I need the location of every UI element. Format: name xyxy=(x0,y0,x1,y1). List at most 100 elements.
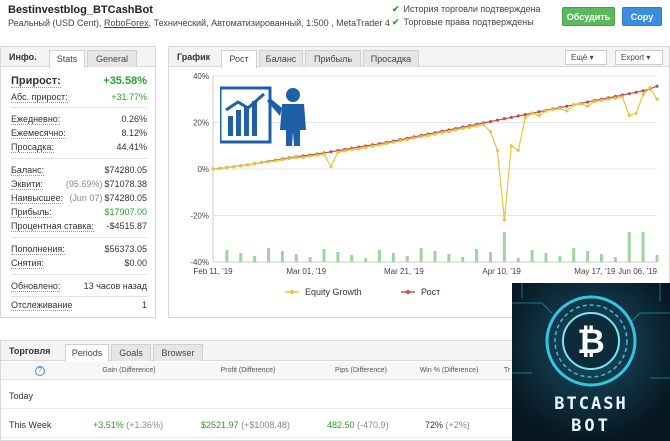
volume-bar xyxy=(613,257,617,262)
data-point xyxy=(426,133,430,138)
periods-table-header: ? Gain (Difference) Profit (Difference) … xyxy=(1,362,670,380)
data-point xyxy=(364,146,368,150)
x-tick-label: Jun 06, '19 xyxy=(618,267,657,276)
broker-link[interactable]: RoboForex xyxy=(104,18,149,28)
data-point xyxy=(273,159,278,163)
account-type: Реальный (USD Cent), xyxy=(8,18,105,28)
pips-cell: 482.50 (-470.9) xyxy=(327,420,389,430)
tab-browser[interactable]: Browser xyxy=(153,344,203,361)
btcash-bot-logo: ₿ BTCASH BOT xyxy=(512,283,670,441)
chart-tab-title: График xyxy=(177,52,211,62)
data-point xyxy=(405,138,409,142)
data-point xyxy=(391,140,395,144)
x-tick-label: Feb 11, '19 xyxy=(193,267,233,276)
volume-bar xyxy=(516,258,520,262)
col-pips[interactable]: Pips (Difference) xyxy=(334,367,387,374)
data-point xyxy=(315,153,319,157)
data-point xyxy=(246,163,250,167)
legend-equity-marker xyxy=(290,290,294,294)
data-point xyxy=(641,93,645,97)
data-point xyxy=(544,109,548,113)
divider xyxy=(11,296,147,297)
legend-growth-marker xyxy=(406,290,410,294)
data-point xyxy=(225,166,229,170)
col-trades[interactable]: Tr xyxy=(503,367,511,374)
volume-bar xyxy=(391,253,395,262)
col-win[interactable]: Win % (Difference) xyxy=(419,367,479,374)
x-tick-label: Mar 21, '19 xyxy=(384,267,424,276)
data-point xyxy=(516,148,520,152)
x-tick-label: Mar 01, '19 xyxy=(286,267,326,276)
data-point xyxy=(412,136,416,140)
tab-balance[interactable]: Баланс xyxy=(259,50,303,67)
chevron-down-icon: ▾ xyxy=(589,53,594,62)
promo-line-1: BTCASH xyxy=(554,394,627,414)
tab-growth[interactable]: Рост xyxy=(221,50,257,68)
legend-growth-label: Рост xyxy=(421,287,440,297)
tab-goals[interactable]: Goals xyxy=(111,344,151,361)
data-point xyxy=(488,119,493,124)
data-point xyxy=(280,158,284,162)
volume-bar xyxy=(308,257,312,262)
data-point xyxy=(322,152,326,156)
discuss-button[interactable]: Обсудить xyxy=(562,7,615,26)
legend-equity-label: Equity Growth xyxy=(305,287,362,297)
tab-drawdown[interactable]: Просадка xyxy=(363,50,419,67)
bitcoin-cash-icon: ₿ xyxy=(577,322,605,362)
trading-tabs: Торговля Periods Goals Browser xyxy=(1,341,669,362)
volume-bar xyxy=(405,256,409,262)
volume-bar xyxy=(294,254,298,262)
data-point xyxy=(495,118,500,122)
volume-bar xyxy=(627,232,631,262)
copy-button[interactable]: Copy xyxy=(622,7,662,26)
data-point xyxy=(447,129,451,134)
tab-profit[interactable]: Прибыль xyxy=(305,50,361,67)
check-icon: ✔ xyxy=(392,4,400,14)
business-chart-clipart xyxy=(220,86,306,146)
x-tick-label: May 17, '19 xyxy=(574,267,616,276)
col-profit[interactable]: Profit (Difference) xyxy=(220,367,276,374)
col-gain[interactable]: Gain (Difference) xyxy=(102,367,156,374)
y-tick-label: -40% xyxy=(190,258,209,267)
tab-periods[interactable]: Periods xyxy=(65,344,109,362)
tab-stats[interactable]: Stats xyxy=(49,50,85,68)
y-tick-label: 20% xyxy=(193,119,209,128)
table-row[interactable]: This Week +3.51% (+1.36%) $2521.97 (+$10… xyxy=(1,410,670,438)
period-label: This Week xyxy=(9,420,52,430)
data-point xyxy=(294,156,298,160)
data-point xyxy=(565,104,569,108)
volume-bar xyxy=(378,250,381,262)
data-point xyxy=(398,139,402,143)
trading-tab-title: Торговля xyxy=(9,346,51,356)
data-point xyxy=(475,124,479,128)
data-point xyxy=(613,96,617,100)
data-point xyxy=(211,167,215,171)
table-row[interactable]: Today xyxy=(1,381,670,409)
divider xyxy=(11,158,147,159)
data-point xyxy=(648,86,652,90)
export-dropdown[interactable]: Export ▾ xyxy=(615,50,663,65)
data-point xyxy=(537,110,541,114)
data-point xyxy=(350,148,354,152)
data-point xyxy=(301,155,305,159)
data-point xyxy=(329,150,333,154)
growth-chart[interactable]: 40% 20% 0% -20% -40%Feb 11, '19 Mar 01, '19 Ma… xyxy=(169,68,669,318)
stat-growth: Прирост: +35.58% xyxy=(11,75,147,88)
help-icon[interactable]: ? xyxy=(35,366,45,376)
data-point xyxy=(558,106,562,111)
volume-bar xyxy=(433,251,437,262)
volume-bar xyxy=(364,258,368,262)
volume-bar xyxy=(655,255,659,262)
data-point xyxy=(599,98,604,103)
tab-general[interactable]: General xyxy=(87,50,137,67)
more-dropdown[interactable]: Ещё ▾ xyxy=(565,50,607,65)
y-tick-label: 0% xyxy=(197,165,209,174)
btcash-logo-graphic: ₿ BTCASH BOT xyxy=(512,283,670,441)
info-tabs: Инфо. Stats General xyxy=(1,47,155,68)
data-point xyxy=(377,143,382,147)
volume-bar xyxy=(489,252,492,262)
data-point xyxy=(516,114,520,118)
account-title: Bestinvestblog_BTCashBot xyxy=(8,4,153,16)
rights-verified: ✔ Торговые права подтверждены xyxy=(392,17,534,27)
data-point xyxy=(259,161,264,165)
